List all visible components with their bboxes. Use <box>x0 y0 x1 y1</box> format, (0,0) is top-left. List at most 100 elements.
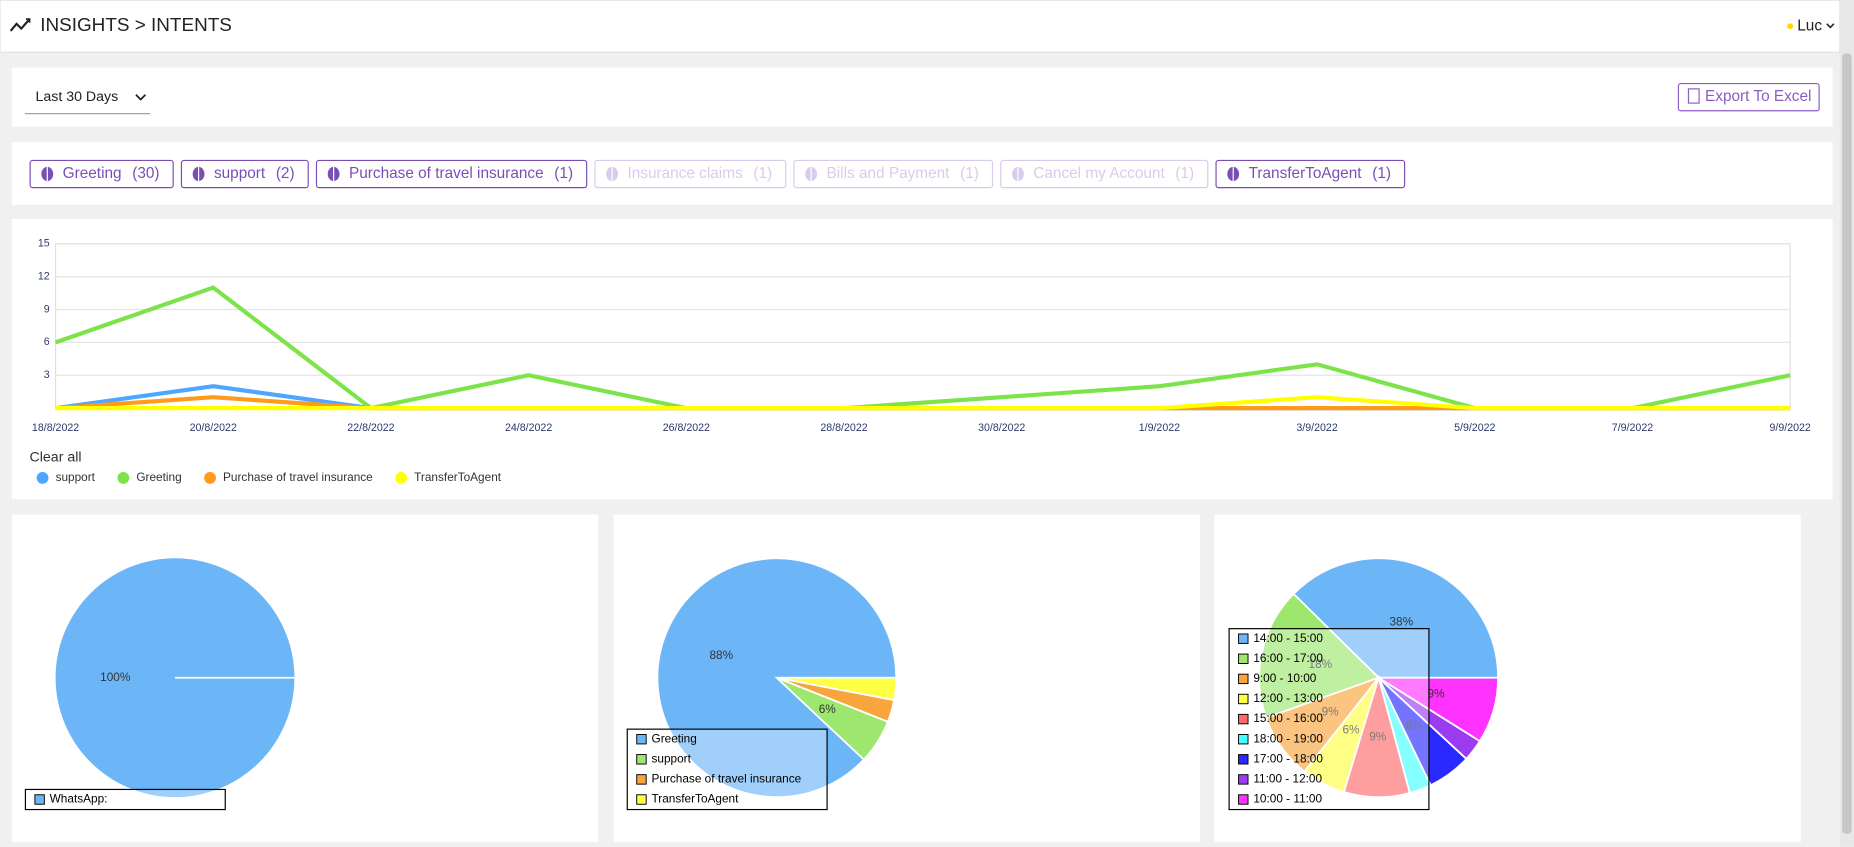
legend-swatch[interactable] <box>1238 673 1249 685</box>
x-tick-label: 7/9/2022 <box>1612 422 1653 434</box>
legend-label[interactable]: TransferToAgent <box>414 470 502 484</box>
scrollbar-thumb[interactable] <box>1842 53 1852 834</box>
legend-swatch[interactable] <box>1238 794 1249 805</box>
pie-slice <box>1292 557 1499 679</box>
legend-label[interactable]: support <box>56 470 96 484</box>
legend-label[interactable]: 10:00 - 11:00 <box>1253 792 1322 806</box>
chip-count[interactable]: (1) <box>753 165 772 182</box>
slice-label: 38% <box>1389 615 1413 629</box>
chip-border[interactable] <box>594 159 787 189</box>
legend-label[interactable]: Greeting <box>652 731 697 745</box>
legend-label[interactable]: 17:00 - 18:00 <box>1253 751 1323 765</box>
chip-count[interactable]: (1) <box>1372 165 1391 182</box>
pie-slice <box>1258 592 1381 719</box>
legend-swatch[interactable] <box>1238 713 1249 725</box>
legend-label[interactable]: Purchase of travel insurance <box>223 470 373 484</box>
legend-marker[interactable] <box>117 471 130 484</box>
intent-chip[interactable]: Greeting (30) <box>29 159 174 189</box>
chip-border[interactable] <box>1215 159 1406 189</box>
legend-label[interactable]: TransferToAgent <box>652 792 740 806</box>
legend-label[interactable]: 11:00 - 12:00 <box>1253 772 1322 786</box>
legend-swatch[interactable] <box>1238 693 1249 705</box>
intent-chip[interactable]: TransferToAgent (1) <box>1215 159 1406 189</box>
chip-label[interactable]: Greeting <box>63 165 122 182</box>
chip-border[interactable] <box>180 159 309 189</box>
legend-label[interactable]: Purchase of travel insurance <box>652 772 802 786</box>
y-tick-label: 3 <box>44 369 50 381</box>
breadcrumb: INSIGHTS > INTENTS <box>40 15 232 36</box>
chip-count[interactable]: (1) <box>960 165 979 182</box>
legend-swatch[interactable] <box>636 774 647 785</box>
chip-border[interactable] <box>315 159 588 189</box>
chip-count[interactable]: (2) <box>276 165 295 182</box>
legend-box <box>1228 628 1430 811</box>
chip-border[interactable] <box>29 159 174 189</box>
export-label[interactable]: Export To Excel <box>1705 88 1811 105</box>
legend-label[interactable]: 9:00 - 10:00 <box>1253 671 1316 685</box>
chip-label[interactable]: Cancel my Account <box>1033 165 1165 182</box>
range-chevron[interactable] <box>135 94 147 101</box>
legend-label[interactable]: WhatsApp: <box>50 792 108 806</box>
legend-label[interactable]: Greeting <box>136 470 181 484</box>
series-line <box>55 395 1791 411</box>
intent-chip[interactable]: Bills and Payment (1) <box>793 159 994 189</box>
user-menu[interactable]: Luc <box>1797 17 1822 34</box>
line-chart: 3 6 9 12 15 18/8/2022 20/8/2022 22/8/2022 24/8/2… <box>30 238 1811 484</box>
range-select[interactable]: Last 30 Days <box>35 89 118 105</box>
legend-label[interactable]: 12:00 - 13:00 <box>1253 691 1323 705</box>
x-tick-label: 3/9/2022 <box>1296 422 1337 434</box>
chip-count[interactable]: (30) <box>132 165 159 182</box>
legend-swatch[interactable] <box>1238 653 1249 664</box>
x-tick-label: 9/9/2022 <box>1769 422 1810 434</box>
legend-box <box>24 788 226 811</box>
line-chart-panel <box>11 218 1833 500</box>
clear-all[interactable]: Clear all <box>30 450 82 466</box>
chip-label[interactable]: Purchase of travel insurance <box>349 165 544 182</box>
legend-label[interactable]: support <box>652 751 692 765</box>
chip-border[interactable] <box>1000 159 1209 189</box>
legend-label[interactable]: 16:00 - 17:00 <box>1253 651 1323 665</box>
chip-label[interactable]: support <box>214 165 266 182</box>
x-tick-label: 18/8/2022 <box>32 422 79 434</box>
legend-swatch[interactable] <box>636 733 647 745</box>
chip-count[interactable]: (1) <box>1175 165 1194 182</box>
slice-label: 9% <box>1322 705 1340 719</box>
legend-swatch[interactable] <box>34 794 45 805</box>
x-tick-label: 1/9/2022 <box>1139 422 1180 434</box>
x-tick-label: 26/8/2022 <box>663 422 710 434</box>
chip-label[interactable]: Bills and Payment <box>827 165 951 182</box>
intent-chip[interactable]: Insurance claims (1) <box>594 159 787 189</box>
slice-label: 6% <box>1342 723 1360 737</box>
user-chevron[interactable] <box>1826 23 1835 29</box>
legend-swatch[interactable] <box>1238 633 1249 644</box>
x-tick-label: 20/8/2022 <box>190 422 237 434</box>
legend-marker[interactable] <box>204 471 216 484</box>
excel-icon <box>1687 88 1700 104</box>
legend-swatch[interactable] <box>1238 774 1249 785</box>
chip-label[interactable]: Insurance claims <box>627 165 743 182</box>
legend-swatch[interactable] <box>1238 733 1249 745</box>
intent-chip[interactable]: Cancel my Account (1) <box>1000 159 1209 189</box>
legend-label[interactable]: 14:00 - 15:00 <box>1253 631 1323 645</box>
pie-slice <box>656 557 898 799</box>
x-tick-label: 22/8/2022 <box>347 422 394 434</box>
chip-border[interactable] <box>793 159 994 189</box>
legend-marker[interactable] <box>395 471 408 484</box>
chip-label[interactable]: TransferToAgent <box>1249 165 1363 182</box>
intent-chip[interactable]: Purchase of travel insurance (1) <box>315 159 588 189</box>
slice-label: 6% <box>819 702 837 716</box>
legend-marker[interactable] <box>36 471 49 484</box>
legend-swatch[interactable] <box>636 794 647 805</box>
chip-count[interactable]: (1) <box>554 165 573 182</box>
pie-slice <box>1375 676 1499 743</box>
legend-swatch[interactable] <box>636 754 647 765</box>
pie-slice <box>776 676 898 702</box>
export-button[interactable] <box>1677 82 1820 112</box>
y-tick-label: 15 <box>38 238 50 250</box>
legend-label[interactable]: 15:00 - 16:00 <box>1253 711 1323 725</box>
legend-label[interactable]: 18:00 - 19:00 <box>1253 731 1323 745</box>
intent-chip[interactable]: support (2) <box>180 159 309 189</box>
legend-swatch[interactable] <box>1238 754 1249 765</box>
pie-slice <box>55 558 295 798</box>
